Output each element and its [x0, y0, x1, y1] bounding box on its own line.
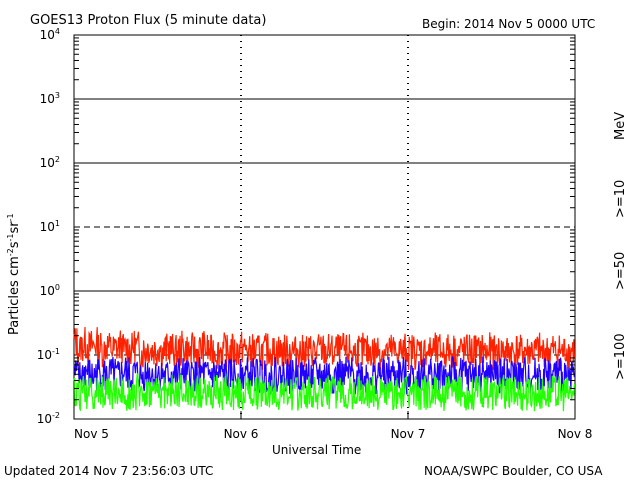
- legend-2: >=100: [613, 333, 628, 380]
- series-line: [73, 326, 575, 370]
- x-tick-label: Nov 7: [391, 427, 426, 441]
- series-2: [73, 372, 575, 412]
- y-tick-label: 103: [40, 91, 60, 106]
- y-axis-title: Particles cm-2s-1sr-1: [6, 213, 22, 335]
- series-line: [73, 372, 575, 412]
- y-tick-label: 10-1: [37, 347, 60, 362]
- legend: >=10 >=50 >=100 MeV: [613, 112, 628, 380]
- series-0: [73, 326, 575, 370]
- x-axis-title: Universal Time: [272, 443, 361, 457]
- updated-label: Updated 2014 Nov 7 23:56:03 UTC: [4, 464, 213, 478]
- y-tick-label: 102: [40, 155, 60, 170]
- tick-layer: 10-2 10-1 100 101 102 103 104 Nov 5 Nov 6 Nov 7 No…: [37, 27, 593, 441]
- begin-label: Begin: 2014 Nov 5 0000 UTC: [422, 17, 595, 31]
- y-tick-label: 10-2: [37, 411, 60, 426]
- legend-1: >=50: [613, 252, 628, 290]
- y-tick-label: 104: [40, 27, 60, 42]
- source-label: NOAA/SWPC Boulder, CO USA: [424, 464, 603, 478]
- y-axis-title-text: Particles cm-2s-1sr-1: [6, 213, 22, 335]
- legend-0: >=10: [613, 180, 628, 218]
- x-tick-label: Nov 6: [224, 427, 259, 441]
- legend-units: MeV: [613, 112, 628, 140]
- series-layer: [73, 326, 575, 412]
- grid-layer: [74, 35, 575, 419]
- x-tick-label: Nov 5: [74, 427, 109, 441]
- chart-title: GOES13 Proton Flux (5 minute data): [30, 13, 266, 28]
- x-tick-label: Nov 8: [558, 427, 593, 441]
- y-tick-label: 101: [40, 219, 60, 234]
- y-tick-label: 100: [40, 283, 60, 298]
